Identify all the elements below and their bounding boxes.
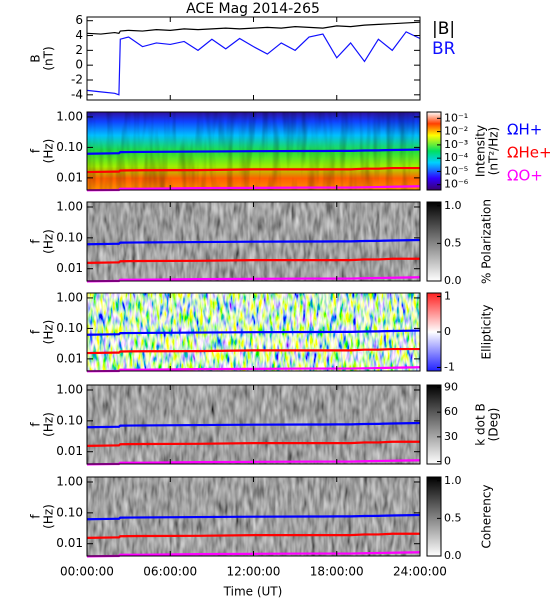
colorbar-tick-label: 10⁻⁵ (444, 164, 468, 177)
colorbar-tick-label: 1 (444, 290, 451, 303)
y-tick-label: 2 (75, 43, 83, 57)
y-tick-label: 1.00 (56, 474, 83, 488)
gyrofrequency-line (86, 148, 421, 155)
y-axis-label: (Hz) (42, 412, 56, 437)
colorbar (426, 384, 442, 465)
y-axis-label: f (29, 329, 43, 334)
colorbar-label: Ellipticity (480, 305, 494, 360)
y-tick-label: 0.01 (56, 170, 83, 184)
y-axis-label: (Hz) (42, 504, 56, 529)
y-tick-label: 0.10 (56, 321, 83, 335)
colorbar (426, 201, 442, 282)
y-tick-label: 0.10 (56, 230, 83, 244)
y-tick-label: 0 (75, 58, 83, 72)
colorbar-tick-label: 10⁻² (444, 125, 468, 138)
x-tick-label: 18:00:00 (310, 565, 364, 579)
y-tick-label: 1.00 (56, 199, 83, 213)
colorbar-label: (Deg) (487, 408, 501, 442)
x-tick-label: 00:00:00 (60, 565, 114, 579)
gyrofrequency-line (86, 440, 420, 447)
colorbar-tick-label: 10⁻⁶ (444, 178, 469, 191)
colorbar-tick-label: 60 (444, 405, 458, 418)
y-tick-label: 4 (75, 28, 83, 42)
legend-entry: |B| (432, 19, 455, 39)
y-axis-label: (nT) (42, 46, 56, 70)
y-tick-label: -4 (71, 87, 83, 101)
colorbar-tick-label: 30 (444, 430, 458, 443)
colorbar-label: (nT²/Hz) (487, 127, 501, 175)
y-tick-label: 6 (75, 13, 83, 27)
colorbar-tick-label: 0 (444, 325, 451, 338)
y-axis-label: f (29, 514, 43, 519)
colorbar-tick-label: 0.0 (444, 274, 462, 287)
plot-frame (87, 17, 420, 100)
y-tick-label: 0.01 (56, 351, 83, 365)
gyrofrequency-line (86, 329, 421, 336)
colorbar-tick-label: 10⁻³ (444, 138, 468, 151)
colorbar-tick-label: 90 (444, 380, 458, 393)
colorbar-tick-label: 0.5 (444, 511, 462, 524)
gyrofrequency-line (86, 257, 420, 264)
colorbar-label: k dot B (474, 403, 488, 445)
y-axis-label: (Hz) (42, 229, 56, 254)
title: ACE Mag 2014-265 (186, 1, 320, 17)
y-axis-label: f (29, 148, 43, 153)
y-axis-label: (Hz) (42, 320, 56, 345)
colorbar-label: Coherency (480, 484, 494, 548)
y-axis-label: f (29, 422, 43, 427)
y-tick-label: 1.00 (56, 290, 83, 304)
colorbar-label: % Polarization (480, 199, 494, 284)
colorbar-tick-label: 1.0 (444, 474, 462, 487)
colorbar (426, 111, 442, 191)
legend-entry: BR (432, 39, 456, 59)
gyrofrequency-line (86, 513, 421, 521)
colorbar-tick-label: 0.0 (444, 549, 462, 562)
gyrofrequency-line (86, 238, 421, 246)
y-tick-label: 1.00 (56, 382, 83, 396)
y-axis-label: B (29, 54, 43, 62)
colorbar-tick-label: 0 (444, 455, 451, 468)
x-tick-label: 06:00:00 (143, 565, 197, 579)
y-tick-label: 0.10 (56, 505, 83, 519)
gyrofrequency-line (86, 166, 420, 174)
legend-entry: ΩO+ (507, 167, 543, 185)
y-tick-label: 0.10 (56, 413, 83, 427)
legend-entry: ΩH+ (507, 121, 542, 139)
y-tick-label: 0.01 (56, 536, 83, 550)
gyrofrequency-line (86, 421, 421, 429)
colorbar-tick-label: 1.0 (444, 199, 462, 212)
colorbar-tick-label: 10⁻¹ (444, 111, 468, 124)
y-tick-label: 0.01 (56, 444, 83, 458)
y-tick-label: 0.01 (56, 261, 83, 275)
gyrofrequency-line (86, 532, 420, 539)
y-tick-label: -2 (71, 72, 83, 86)
x-tick-label: 24:00:00 (393, 565, 447, 579)
line-series (86, 21, 421, 35)
colorbar-tick-label: 10⁻⁴ (444, 151, 469, 164)
y-axis-label: f (29, 239, 43, 244)
x-tick-label: 12:00:00 (227, 565, 281, 579)
x-axis-label: Time (UT) (223, 585, 283, 599)
line-series (86, 31, 421, 96)
colorbar-tick-label: -1 (444, 360, 455, 373)
y-tick-label: 1.00 (56, 109, 83, 123)
y-axis-label: (Hz) (42, 139, 56, 164)
gyrofrequency-line (86, 347, 420, 355)
colorbar-label: Intensity (474, 125, 488, 177)
y-tick-label: 0.10 (56, 140, 83, 154)
legend-entry: ΩHe+ (507, 144, 550, 162)
colorbar (426, 476, 442, 557)
colorbar-tick-label: 0.5 (444, 236, 462, 249)
